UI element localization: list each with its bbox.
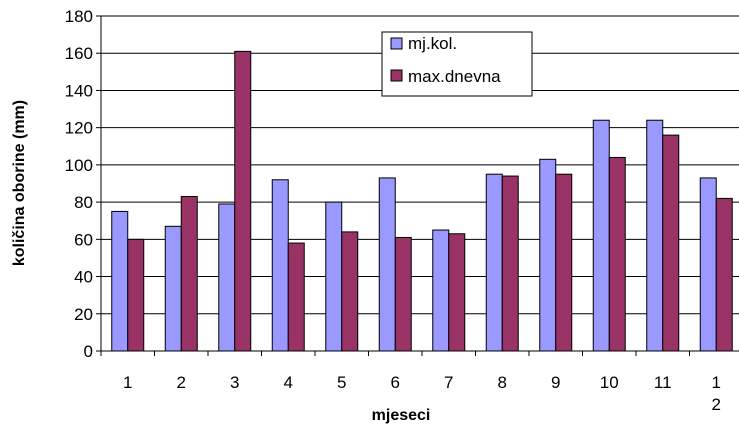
y-tick-label: 180 [65, 7, 93, 26]
bar-mj-kol [646, 119, 664, 352]
x-tick-label: 3 [230, 373, 239, 392]
bar-max-dnevna [501, 175, 519, 352]
y-tick-label: 40 [74, 268, 93, 287]
x-tick-label: 6 [391, 373, 400, 392]
x-tick-label: 4 [284, 373, 293, 392]
bar-mj-kol [164, 225, 182, 352]
y-tick-labels: 0 20 40 60 80 100 120 140 160 180 [65, 7, 101, 361]
bar-mj-kol [539, 158, 557, 352]
axes [100, 16, 739, 352]
bar-max-dnevna [448, 233, 466, 352]
legend-swatch-max-dnevna [390, 69, 403, 82]
y-tick-label: 60 [74, 230, 93, 249]
legend-label-max-dnevna: max.dnevna [408, 67, 501, 86]
bar-mj-kol [218, 203, 236, 352]
x-axis-title: mjeseci [372, 407, 431, 424]
y-tick-label: 80 [74, 193, 93, 212]
x-tick-labels: 1 2 3 4 5 6 7 8 9 10 11 1 2 [100, 351, 721, 414]
bar-mj-kol [699, 177, 717, 352]
bar-mj-kol [378, 177, 396, 352]
x-tick-label: 10 [600, 373, 619, 392]
bar-max-dnevna [287, 242, 305, 352]
bars [111, 50, 733, 352]
x-tick-label: 9 [551, 373, 560, 392]
y-tick-label: 140 [65, 81, 93, 100]
bar-max-dnevna [341, 231, 359, 352]
x-tick-label: 11 [654, 373, 672, 392]
x-tick-label: 5 [337, 373, 346, 392]
bar-max-dnevna [555, 173, 573, 352]
bar-mj-kol [325, 201, 343, 352]
bar-max-dnevna [127, 238, 145, 352]
bar-mj-kol [111, 210, 129, 352]
bar-mj-kol [592, 119, 610, 352]
gridlines [101, 15, 739, 315]
bar-max-dnevna [394, 236, 412, 352]
bar-mj-kol [485, 173, 503, 352]
bar-mj-kol [432, 229, 450, 352]
legend: mj.kol. max.dnevna [381, 31, 533, 97]
x-tick-label: 8 [498, 373, 507, 392]
legend-box [381, 31, 533, 97]
x-tick-label: 2 [177, 373, 186, 392]
y-tick-label: 20 [74, 305, 93, 324]
x-tick-label: 1 [123, 373, 132, 392]
bar-mj-kol [271, 179, 289, 352]
bar-max-dnevna [662, 134, 680, 352]
y-tick-label: 100 [65, 156, 93, 175]
y-tick-label: 160 [65, 44, 93, 63]
y-tick-label: 0 [84, 342, 93, 361]
x-tick-label: 7 [444, 373, 453, 392]
legend-swatch-mj-kol [390, 37, 403, 50]
legend-label-mj-kol: mj.kol. [408, 34, 457, 53]
bar-max-dnevna [234, 50, 252, 352]
y-tick-label: 120 [65, 119, 93, 138]
bar-max-dnevna [180, 196, 198, 352]
y-axis-title: količina oborine (mm) [11, 100, 28, 266]
bar-max-dnevna [608, 156, 626, 352]
bar-max-dnevna [715, 197, 733, 352]
